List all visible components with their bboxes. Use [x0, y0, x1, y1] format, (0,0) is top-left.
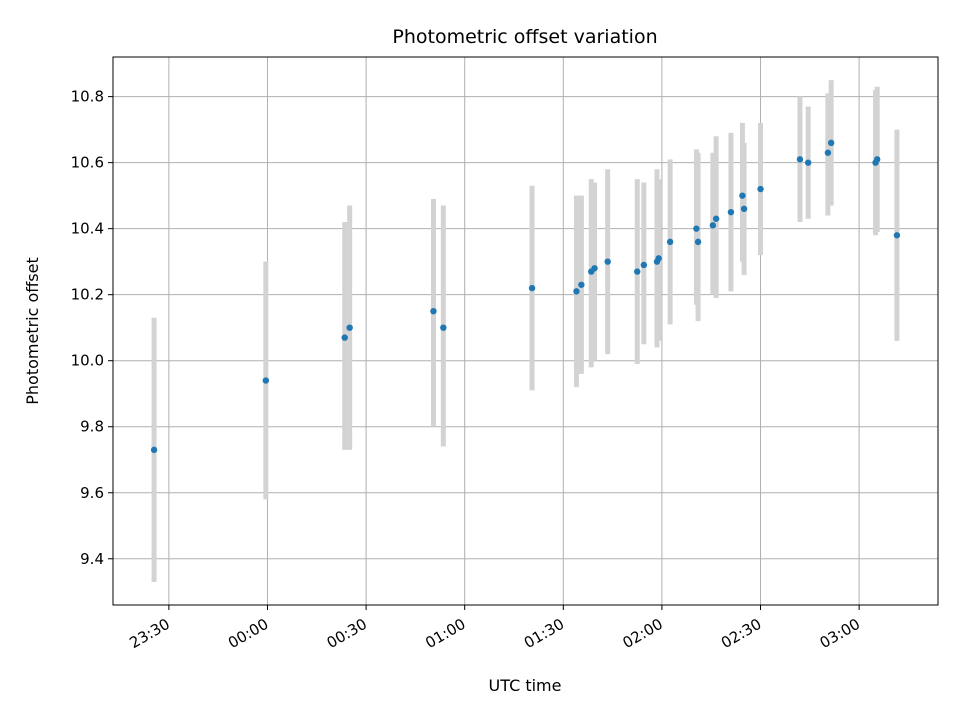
chart-title: Photometric offset variation — [392, 26, 657, 48]
data-point — [804, 159, 812, 166]
data-point — [578, 281, 585, 288]
y-axis-label: Photometric offset — [23, 257, 42, 405]
y-axis: 9.4 9.6 9.8 10.0 10.2 10.4 10.6 10.8 — [71, 88, 113, 568]
data-point — [796, 156, 804, 163]
data-point — [873, 156, 881, 163]
data-point — [693, 225, 700, 232]
data-point — [640, 261, 648, 269]
y-tick-label: 9.8 — [80, 418, 104, 436]
plot-frame — [112, 56, 939, 606]
y-tick-label: 9.6 — [80, 484, 104, 502]
data-point — [666, 238, 674, 246]
data-point — [694, 238, 702, 246]
y-tick-label: 9.4 — [80, 550, 104, 568]
data-point — [740, 205, 748, 213]
data-point — [824, 149, 832, 156]
data-point — [604, 258, 611, 265]
y-tick-label: 10.0 — [71, 352, 104, 370]
y-tick-label: 10.6 — [71, 154, 104, 172]
data-point — [346, 324, 353, 331]
data-point — [262, 377, 270, 384]
data-point — [634, 268, 641, 275]
data-point — [757, 185, 764, 193]
data-points — [150, 139, 901, 454]
data-point — [573, 288, 580, 295]
y-tick-label: 10.8 — [71, 88, 104, 106]
data-point — [528, 284, 536, 292]
y-tick-label: 10.2 — [71, 286, 104, 304]
data-point — [655, 255, 662, 262]
data-point — [709, 222, 717, 229]
data-point — [727, 208, 735, 216]
y-tick-label: 10.4 — [71, 220, 104, 238]
data-point — [430, 307, 437, 315]
data-point — [712, 215, 720, 222]
data-point — [591, 265, 598, 272]
grid — [113, 57, 938, 605]
data-point — [150, 446, 158, 454]
data-point — [440, 324, 447, 331]
x-axis-label: UTC time — [489, 676, 562, 695]
data-point — [739, 192, 746, 199]
data-point — [341, 334, 348, 341]
data-point — [827, 139, 835, 147]
data-point — [893, 232, 901, 239]
